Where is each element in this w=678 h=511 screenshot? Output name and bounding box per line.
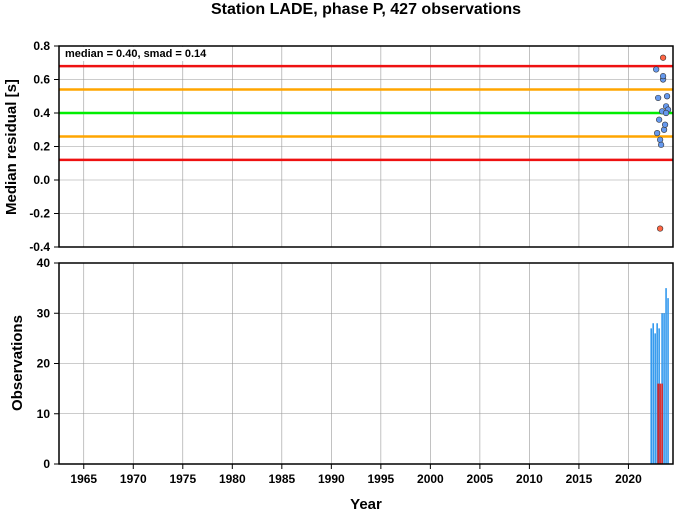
data-point bbox=[662, 109, 670, 117]
data-point bbox=[654, 130, 661, 137]
x-tick-label: 1995 bbox=[368, 472, 395, 486]
data-point bbox=[656, 116, 663, 123]
y-tick-label: 0.8 bbox=[33, 39, 50, 53]
bottom-y-ticks: 0 10 20 30 40 bbox=[37, 256, 59, 471]
median-smad-annotation: median = 0.40, smad = 0.14 bbox=[65, 48, 207, 60]
y-tick-label: 40 bbox=[37, 256, 51, 270]
x-tick-label: 2015 bbox=[566, 472, 593, 486]
x-tick-label: 1970 bbox=[120, 472, 147, 486]
data-point bbox=[653, 66, 660, 73]
y-tick-label: -0.2 bbox=[29, 207, 50, 221]
x-tick-label: 2000 bbox=[417, 472, 444, 486]
annotation-box bbox=[61, 47, 223, 61]
x-tick-label: 1965 bbox=[70, 472, 97, 486]
y-tick-label: 0.2 bbox=[33, 140, 50, 154]
data-point bbox=[658, 141, 665, 148]
observation-bars bbox=[650, 288, 669, 464]
x-axis-label: Year bbox=[350, 496, 382, 511]
top-y-ticks: -0.4 -0.2 0.0 0.2 0.4 0.6 0.8 bbox=[29, 39, 59, 254]
bottom-y-axis-label: Observations bbox=[9, 315, 26, 411]
reference-lines bbox=[59, 64, 673, 162]
data-point bbox=[659, 73, 667, 80]
y-tick-label: 0.6 bbox=[33, 73, 50, 87]
y-tick-label: 20 bbox=[37, 357, 51, 371]
y-tick-label: 0.0 bbox=[33, 173, 50, 187]
x-tick-label: 1985 bbox=[268, 472, 295, 486]
y-tick-label: 10 bbox=[37, 407, 51, 421]
chart-title: Station LADE, phase P, 427 observations bbox=[211, 1, 521, 18]
bottom-gridlines bbox=[59, 262, 673, 465]
x-tick-label: 2005 bbox=[467, 472, 494, 486]
x-tick-label: 2010 bbox=[516, 472, 543, 486]
x-tick-label: 1990 bbox=[318, 472, 345, 486]
data-point bbox=[661, 121, 669, 128]
data-point bbox=[660, 126, 668, 133]
y-tick-label: -0.4 bbox=[29, 240, 50, 254]
top-gridlines bbox=[59, 45, 673, 248]
top-y-axis-label: Median residual [s] bbox=[3, 79, 20, 215]
data-point bbox=[655, 94, 662, 102]
data-point bbox=[657, 225, 664, 232]
data-point bbox=[659, 54, 667, 61]
y-tick-label: 0 bbox=[43, 457, 50, 471]
x-tick-label: 2020 bbox=[615, 472, 642, 486]
x-tick-label: 1975 bbox=[169, 472, 196, 486]
residual-points bbox=[653, 54, 672, 232]
data-point bbox=[663, 93, 671, 100]
x-tick-label: 1980 bbox=[219, 472, 246, 486]
data-point bbox=[657, 136, 664, 143]
y-tick-label: 30 bbox=[37, 306, 51, 320]
y-tick-label: 0.4 bbox=[33, 106, 50, 120]
x-ticks: 1965 1970 1975 1980 1985 1990 1995 2000 2005 2010… bbox=[70, 464, 642, 486]
